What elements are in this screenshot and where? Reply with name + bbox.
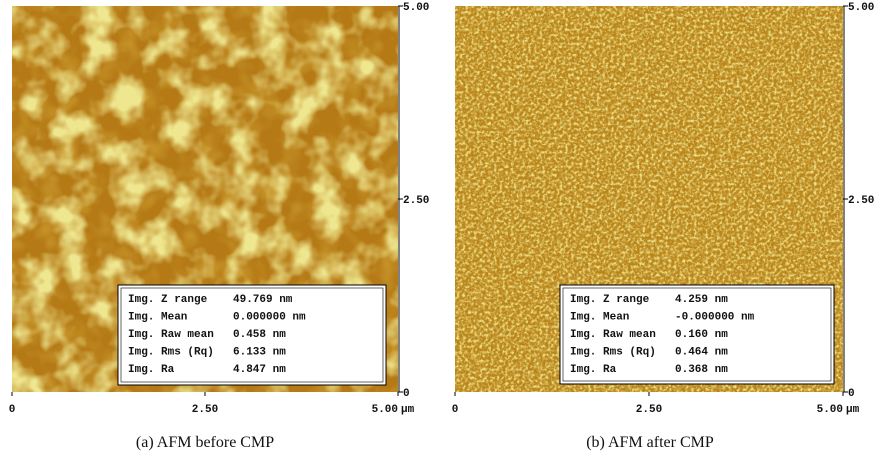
stats-label: Img. Z range [128,294,208,306]
stats-value: 0.368 nm [675,364,728,376]
stats-value: 6.133 nm [233,347,286,359]
stats-value: 49.769 nm [233,294,293,306]
caption: (b) AFM after CMP [586,434,714,451]
stats-inner [120,287,384,383]
stats-value: 0.160 nm [675,329,728,341]
y-tick-label: 5.00 [848,2,874,14]
y-tick-label: 5.00 [403,2,429,14]
y-tick-label: 2.50 [403,195,429,207]
stats-label: Img. Raw mean [570,329,656,341]
caption: (a) AFM before CMP [136,434,274,451]
stats-box [117,284,387,386]
stats-label: Img. Rms (Rq) [128,347,214,359]
x-tick-label: 2.50 [192,404,218,416]
stats-label: Img. Rms (Rq) [570,347,656,359]
stats-value: 0.464 nm [675,347,728,359]
stats-value: 0.458 nm [233,329,286,341]
y-tick-label: 2.50 [848,195,874,207]
x-tick-label: 0 [452,404,459,416]
stats-inner [562,287,832,382]
y-tick-label: 0 [848,388,855,400]
y-tick-label: 0 [403,388,410,400]
stats-label: Img. Ra [128,364,175,376]
stats-label: Img. Raw mean [128,329,214,341]
x-tick-label: 0 [9,404,16,416]
stats-label: Img. Z range [570,294,650,306]
x-tick-label: 2.50 [636,404,662,416]
stats-box [559,284,835,385]
stats-label: Img. Mean [570,312,629,324]
stats-value: 0.000000 nm [233,312,306,324]
stats-value: 4.259 nm [675,294,728,306]
x-tick-label: 5.00 [372,404,398,416]
stats-label: Img. Mean [128,312,187,324]
x-unit: µm [846,404,860,416]
x-unit: µm [401,404,415,416]
stats-value: -0.000000 nm [675,312,755,324]
x-tick-label: 5.00 [817,404,843,416]
stats-label: Img. Ra [570,364,617,376]
stats-value: 4.847 nm [233,364,286,376]
